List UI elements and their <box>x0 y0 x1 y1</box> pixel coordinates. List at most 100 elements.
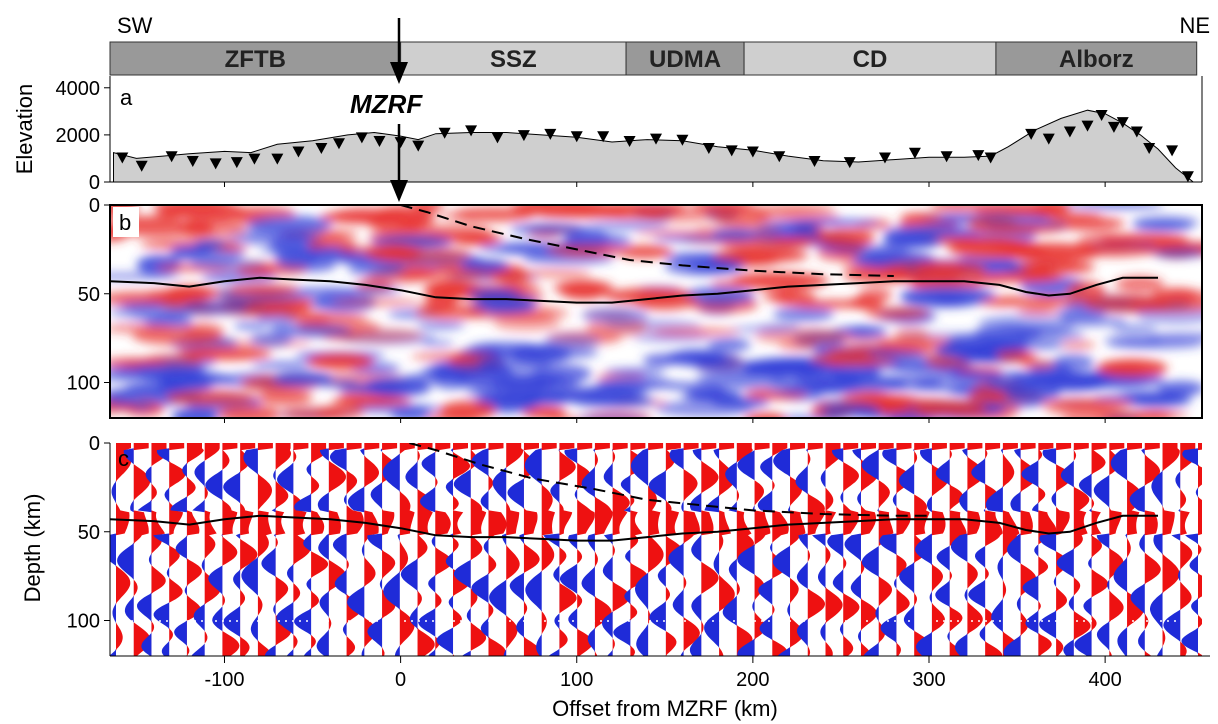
trace <box>689 443 719 656</box>
station-marker <box>491 132 504 144</box>
image-blob <box>930 205 984 212</box>
image-blob <box>1151 287 1200 301</box>
station-marker <box>984 152 997 164</box>
trace <box>453 443 487 656</box>
image-blob <box>552 279 615 297</box>
panel-c-ytick-label: 0 <box>89 433 100 455</box>
image-blob <box>284 312 370 322</box>
trace <box>137 443 169 656</box>
image-blob <box>1004 242 1102 262</box>
image-blob <box>521 406 567 418</box>
image-blob <box>1048 216 1125 231</box>
station-marker <box>940 151 953 163</box>
direction-left-label: SW <box>117 13 153 38</box>
panel-c-ylabel: Depth (km) <box>20 494 45 603</box>
trace <box>602 443 630 656</box>
image-blob <box>337 384 413 394</box>
image-blob <box>652 235 728 243</box>
image-blob <box>390 407 431 418</box>
trace <box>827 443 860 656</box>
image-blob <box>655 400 754 417</box>
station-marker <box>292 146 305 158</box>
image-blob <box>455 235 497 246</box>
image-blob <box>226 234 321 245</box>
station-marker <box>248 153 261 165</box>
trace <box>191 443 221 656</box>
image-blob <box>280 406 346 418</box>
image-blob <box>410 352 496 361</box>
image-blob <box>966 223 1067 234</box>
trace <box>1003 443 1038 656</box>
image-blob <box>1020 360 1056 369</box>
image-blob <box>171 407 219 418</box>
panel-a-ytick-label: 2000 <box>56 125 101 147</box>
image-blob <box>464 309 557 321</box>
panel-a-letter: a <box>120 85 133 110</box>
trace <box>170 443 204 656</box>
image-blob <box>1018 260 1096 274</box>
trace <box>1129 443 1161 656</box>
station-marker <box>315 143 328 155</box>
image-blob <box>233 321 267 330</box>
image-blob <box>508 344 571 365</box>
image-blob <box>272 371 333 387</box>
trace <box>1074 443 1109 656</box>
image-blob <box>985 295 1083 307</box>
trace <box>950 443 985 656</box>
station-marker <box>209 158 222 170</box>
trace <box>205 443 240 656</box>
zone-zftb <box>109 41 402 76</box>
image-blob <box>690 383 727 400</box>
trace <box>382 443 415 656</box>
station-marker <box>1081 120 1094 132</box>
image-blob <box>752 205 836 213</box>
station-marker <box>570 131 583 143</box>
image-blob <box>416 321 466 330</box>
trace <box>110 443 132 656</box>
station-marker <box>597 131 610 143</box>
moho-line-b <box>110 276 1158 304</box>
zone-udma <box>625 41 745 76</box>
panel-a-ylabel: Elevation <box>12 84 37 175</box>
image-blob <box>1111 323 1158 334</box>
image-blob <box>865 306 930 320</box>
image-blob <box>274 250 318 267</box>
image-blob <box>110 301 195 322</box>
image-blob <box>194 238 227 250</box>
image-blob <box>772 237 824 244</box>
image-blob <box>899 285 996 305</box>
station-marker <box>623 135 636 147</box>
station-marker <box>1116 117 1129 129</box>
image-blob <box>509 222 589 236</box>
image-blob <box>713 248 809 263</box>
image-blob <box>948 371 1003 380</box>
panel-c-xtick-label: 200 <box>736 669 769 691</box>
image-blob <box>110 404 137 412</box>
station-marker <box>271 153 284 165</box>
image-blob <box>707 336 748 352</box>
slab-line-c <box>409 443 929 517</box>
image-blob <box>493 316 562 332</box>
image-blob <box>632 334 712 342</box>
station-marker <box>843 157 856 169</box>
panel-c-xlabel: Offset from MZRF (km) <box>552 696 778 721</box>
trace <box>1181 443 1202 656</box>
panel-b-frame <box>109 204 1203 419</box>
image-blob <box>634 205 686 214</box>
image-blob <box>228 284 300 295</box>
station-marker <box>1130 126 1143 138</box>
image-blob <box>217 405 281 418</box>
image-blob <box>792 299 871 309</box>
trace <box>294 443 329 656</box>
trace <box>879 443 912 656</box>
panel-c-ytick-label: 100 <box>67 611 100 633</box>
trace <box>543 443 577 656</box>
image-blob <box>866 350 925 359</box>
trace <box>772 443 806 656</box>
trace <box>261 443 292 656</box>
image-blob <box>634 229 715 236</box>
station-marker <box>135 160 148 172</box>
image-blob <box>247 215 333 234</box>
image-blob <box>164 285 215 302</box>
image-blob <box>1061 341 1096 349</box>
